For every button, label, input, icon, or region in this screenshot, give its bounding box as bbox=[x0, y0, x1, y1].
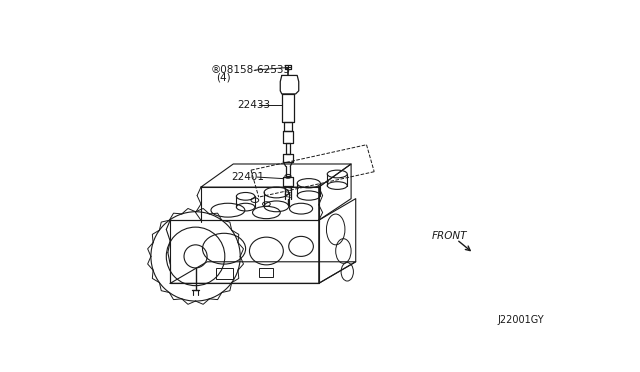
Bar bbox=[259, 268, 273, 277]
Text: J22001GY: J22001GY bbox=[497, 315, 543, 325]
Text: (4): (4) bbox=[216, 73, 231, 83]
Bar bbox=[216, 268, 234, 279]
Text: 22433: 22433 bbox=[237, 100, 270, 110]
Text: FRONT: FRONT bbox=[432, 231, 467, 241]
Text: ®08158-62533: ®08158-62533 bbox=[210, 65, 291, 75]
Text: 22401: 22401 bbox=[232, 172, 265, 182]
